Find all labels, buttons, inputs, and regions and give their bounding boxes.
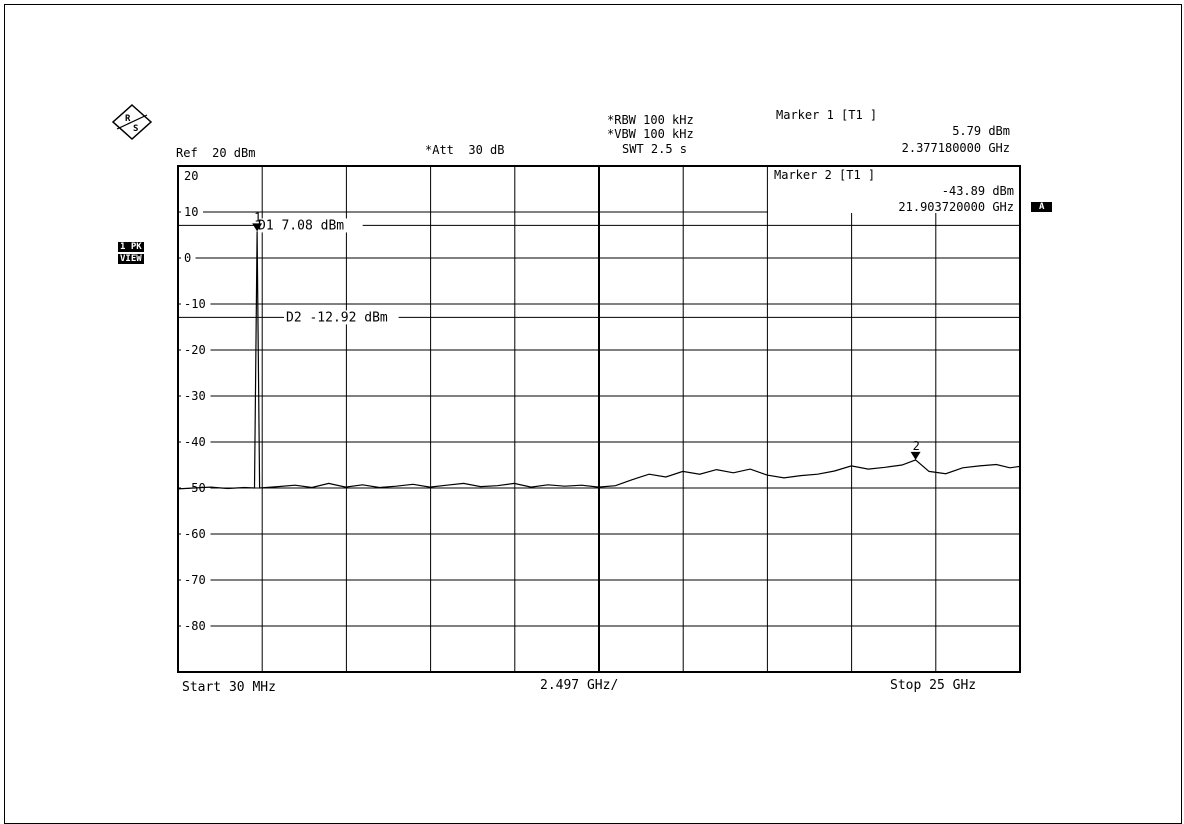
y-tick-label-bg bbox=[181, 344, 211, 356]
y-tick-label: -10 bbox=[184, 297, 206, 311]
svg-text:R: R bbox=[125, 114, 131, 124]
y-tick-label: -40 bbox=[184, 435, 206, 449]
marker2-level: -43.89 dBm bbox=[942, 184, 1014, 198]
rs-logo: R S bbox=[111, 103, 153, 141]
stop-frequency-label: Stop 25 GHz bbox=[890, 678, 977, 693]
vbw-text: *VBW 100 kHz bbox=[607, 127, 694, 141]
display-line-label-bg bbox=[256, 218, 363, 233]
y-tick-label: -20 bbox=[184, 343, 206, 357]
rbw-text: *RBW 100 kHz bbox=[607, 113, 694, 127]
y-tick-label: -60 bbox=[184, 527, 206, 541]
y-tick-label-bg bbox=[181, 390, 211, 402]
swt-text: SWT 2.5 s bbox=[622, 142, 688, 156]
marker2-freq: 21.903720000 GHz bbox=[898, 200, 1014, 214]
ref-level-text: Ref 20 dBm bbox=[176, 146, 256, 160]
y-tick-label-bg bbox=[181, 620, 211, 632]
y-tick-label-bg bbox=[181, 574, 211, 586]
y-tick-label-bg bbox=[181, 206, 203, 218]
marker-2-number: 2 bbox=[913, 439, 920, 453]
y-tick-label: -70 bbox=[184, 573, 206, 587]
y-tick-label-bg bbox=[181, 252, 196, 264]
display-line-label: D1 7.08 dBm bbox=[258, 218, 344, 233]
y-tick-label: 10 bbox=[184, 205, 198, 219]
trace-mode-tag: 1 PK bbox=[118, 242, 144, 252]
attenuation-text: *Att 30 dB bbox=[425, 143, 505, 157]
y-tick-label-bg bbox=[181, 298, 211, 310]
display-line-label-bg bbox=[284, 310, 399, 325]
y-tick-label: -30 bbox=[184, 389, 206, 403]
start-frequency-label: Start 30 MHz bbox=[182, 680, 276, 695]
y-tick-label-bg bbox=[181, 528, 211, 540]
display-line-label: D2 -12.92 dBm bbox=[286, 310, 388, 325]
y-tick-label: 20 bbox=[184, 169, 198, 183]
view-mode-tag: VIEW bbox=[118, 254, 144, 264]
y-tick-label: 0 bbox=[184, 251, 191, 265]
marker2-box bbox=[768, 167, 1019, 213]
trace-a-tag: A bbox=[1031, 202, 1053, 212]
marker1-title: Marker 1 [T1 ] bbox=[776, 108, 878, 122]
marker1-level: 5.79 dBm bbox=[952, 124, 1010, 138]
marker-1-number: 1 bbox=[254, 210, 261, 224]
marker1-freq: 2.377180000 GHz bbox=[901, 141, 1010, 155]
marker2-title: Marker 2 [T1 ] bbox=[774, 168, 875, 182]
y-tick-label-bg bbox=[181, 436, 211, 448]
frequency-span-per-div-label: 2.497 GHz/ bbox=[540, 678, 619, 693]
spectrum-trace bbox=[177, 231, 1021, 490]
svg-text:S: S bbox=[133, 124, 138, 134]
marker-2-triangle bbox=[910, 451, 921, 460]
marker-1-triangle bbox=[252, 223, 263, 232]
y-tick-label: -80 bbox=[184, 619, 206, 633]
